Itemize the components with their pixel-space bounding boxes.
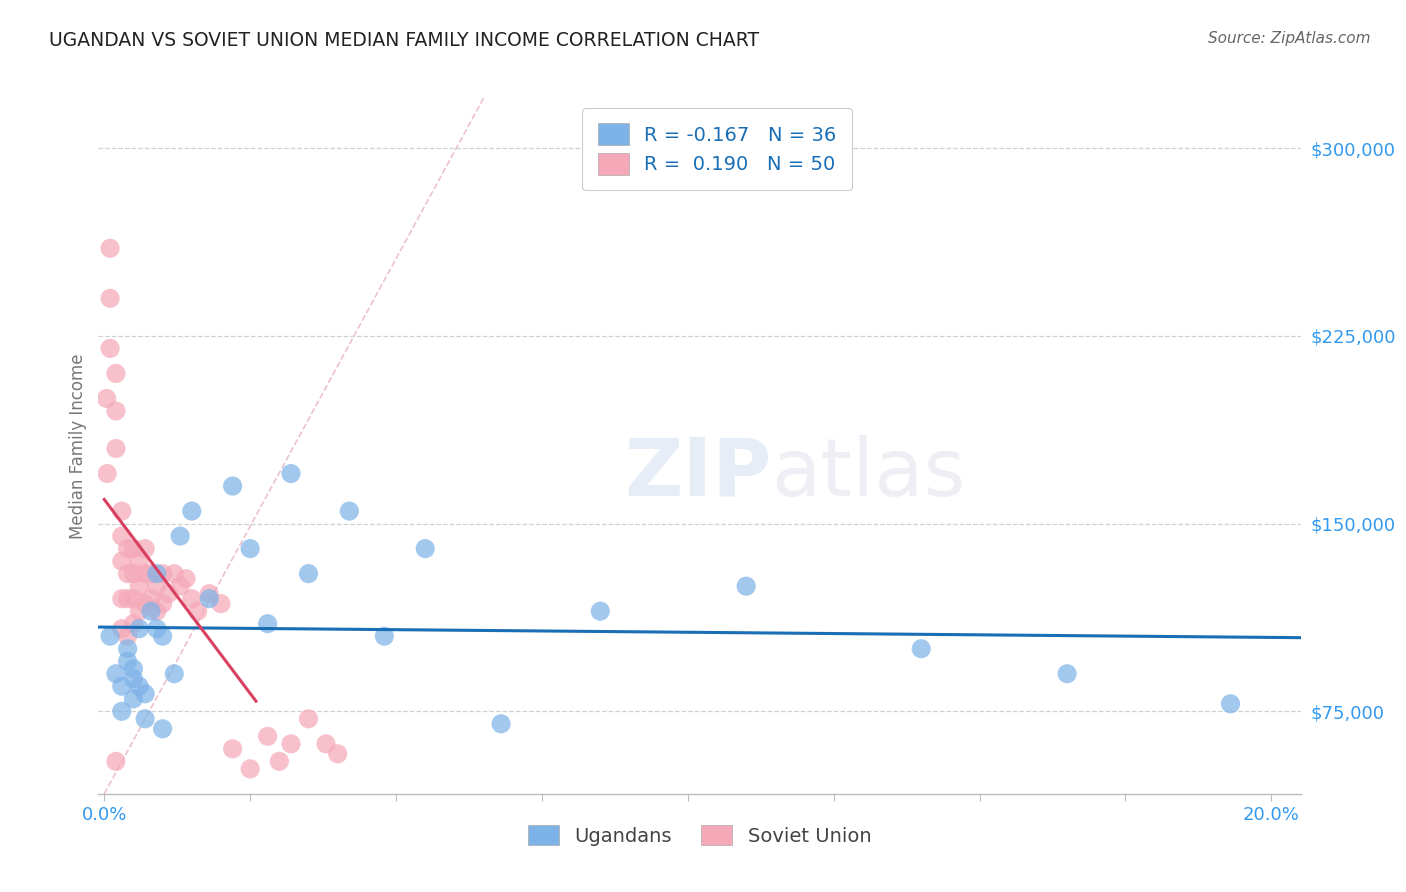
Point bbox=[735, 579, 758, 593]
Point bbox=[1056, 666, 1078, 681]
Point bbox=[117, 541, 139, 556]
Point bbox=[117, 629, 139, 643]
Y-axis label: Median Family Income: Median Family Income bbox=[69, 353, 87, 539]
Point bbox=[104, 404, 127, 418]
Point bbox=[134, 541, 156, 556]
Point bbox=[117, 654, 139, 668]
Point bbox=[315, 737, 337, 751]
Point bbox=[134, 712, 156, 726]
Point bbox=[146, 579, 169, 593]
Point bbox=[489, 716, 512, 731]
Point bbox=[297, 712, 319, 726]
Point bbox=[122, 662, 145, 676]
Point bbox=[146, 566, 169, 581]
Point bbox=[326, 747, 349, 761]
Point bbox=[98, 291, 121, 305]
Point bbox=[139, 566, 162, 581]
Point bbox=[117, 566, 139, 581]
Point bbox=[98, 629, 121, 643]
Point bbox=[152, 597, 174, 611]
Point bbox=[111, 704, 134, 718]
Point bbox=[280, 737, 302, 751]
Point bbox=[134, 687, 156, 701]
Point bbox=[111, 679, 134, 693]
Point bbox=[152, 566, 174, 581]
Point bbox=[221, 479, 243, 493]
Point bbox=[117, 591, 139, 606]
Point bbox=[117, 641, 139, 656]
Point bbox=[297, 566, 319, 581]
Point bbox=[111, 622, 134, 636]
Point bbox=[96, 392, 118, 406]
Point bbox=[280, 467, 302, 481]
Point bbox=[104, 442, 127, 456]
Point bbox=[128, 579, 150, 593]
Point bbox=[239, 541, 262, 556]
Point bbox=[239, 762, 262, 776]
Point bbox=[174, 572, 197, 586]
Point bbox=[589, 604, 612, 618]
Point bbox=[139, 604, 162, 618]
Point bbox=[111, 554, 134, 568]
Point bbox=[910, 641, 932, 656]
Point bbox=[128, 679, 150, 693]
Text: UGANDAN VS SOVIET UNION MEDIAN FAMILY INCOME CORRELATION CHART: UGANDAN VS SOVIET UNION MEDIAN FAMILY IN… bbox=[49, 31, 759, 50]
Point bbox=[98, 342, 121, 356]
Point bbox=[163, 666, 186, 681]
Point bbox=[98, 241, 121, 255]
Point bbox=[122, 591, 145, 606]
Point bbox=[1219, 697, 1241, 711]
Point bbox=[163, 566, 186, 581]
Point bbox=[256, 616, 278, 631]
Point bbox=[180, 591, 202, 606]
Legend: Ugandans, Soviet Union: Ugandans, Soviet Union bbox=[520, 818, 879, 854]
Point bbox=[256, 729, 278, 743]
Point bbox=[96, 467, 118, 481]
Text: atlas: atlas bbox=[772, 434, 966, 513]
Point bbox=[122, 616, 145, 631]
Point bbox=[221, 741, 243, 756]
Point bbox=[111, 504, 134, 518]
Point bbox=[198, 587, 221, 601]
Point bbox=[128, 554, 150, 568]
Point bbox=[169, 529, 191, 543]
Point bbox=[180, 504, 202, 518]
Point bbox=[209, 597, 232, 611]
Point bbox=[157, 587, 180, 601]
Point bbox=[413, 541, 436, 556]
Point bbox=[269, 755, 291, 769]
Point bbox=[146, 604, 169, 618]
Point bbox=[187, 604, 209, 618]
Point bbox=[104, 367, 127, 381]
Text: Source: ZipAtlas.com: Source: ZipAtlas.com bbox=[1208, 31, 1371, 46]
Point bbox=[128, 604, 150, 618]
Text: ZIP: ZIP bbox=[624, 434, 772, 513]
Point bbox=[337, 504, 360, 518]
Point bbox=[139, 591, 162, 606]
Point bbox=[169, 579, 191, 593]
Point bbox=[122, 672, 145, 686]
Point bbox=[134, 597, 156, 611]
Point bbox=[152, 722, 174, 736]
Point bbox=[111, 529, 134, 543]
Point bbox=[146, 622, 169, 636]
Point bbox=[134, 566, 156, 581]
Point bbox=[198, 591, 221, 606]
Point bbox=[104, 755, 127, 769]
Point bbox=[373, 629, 395, 643]
Point bbox=[152, 629, 174, 643]
Point bbox=[111, 591, 134, 606]
Point bbox=[122, 566, 145, 581]
Point bbox=[128, 622, 150, 636]
Point bbox=[122, 691, 145, 706]
Point bbox=[104, 666, 127, 681]
Point bbox=[122, 541, 145, 556]
